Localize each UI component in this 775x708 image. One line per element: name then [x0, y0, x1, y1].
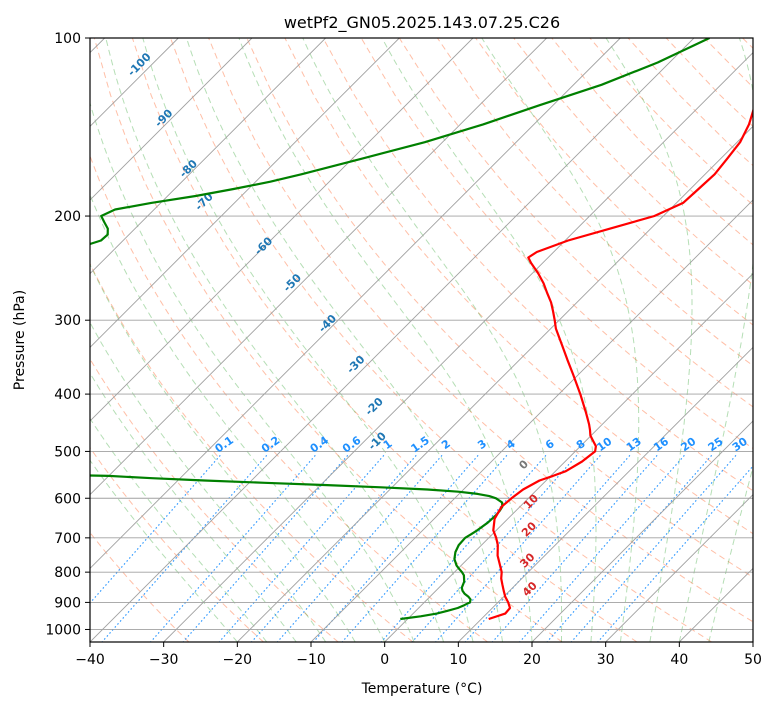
dry-adiabat-line	[284, 38, 753, 535]
isotherm-line	[90, 38, 621, 569]
x-tick-label: 0	[380, 652, 389, 668]
dry-adiabat-line	[208, 38, 753, 623]
isotherm-line	[384, 273, 753, 642]
moist-adiabat-line	[90, 459, 238, 642]
x-tick-label: 30	[597, 652, 615, 668]
dry-adiabat-line	[513, 38, 753, 286]
dry-adiabat-line	[90, 262, 414, 642]
dry-adiabat-line	[90, 358, 339, 642]
moist-adiabat-line	[238, 38, 533, 642]
y-tick-label: 200	[54, 209, 81, 225]
x-tick-label: −10	[296, 652, 326, 668]
moist-adiabat-line	[90, 193, 386, 642]
x-axis-title: Temperature (°C)	[361, 681, 483, 697]
isobars	[90, 38, 753, 630]
isotherm-line	[310, 199, 753, 642]
y-tick-label: 900	[54, 595, 81, 611]
x-tick-label: 50	[744, 652, 762, 668]
dry-adiabat-line	[90, 446, 264, 642]
x-tick-label: 40	[670, 652, 688, 668]
x-tick-label: −40	[75, 652, 105, 668]
moist-adiabat-line	[142, 38, 474, 642]
moist-adiabat-line	[186, 38, 503, 642]
isotherm-line	[163, 52, 753, 642]
isotherm-line	[90, 38, 695, 642]
y-tick-label: 1000	[45, 622, 81, 638]
isotherm-line	[531, 420, 753, 642]
isotherm-line	[90, 38, 474, 422]
dry-adiabat-line	[436, 38, 753, 367]
moist-adiabat-line	[90, 417, 268, 642]
moist-adiabat-line	[605, 38, 693, 642]
y-tick-label: 500	[54, 444, 81, 460]
dry-adiabat-line	[170, 38, 712, 642]
isotherm-line	[90, 38, 253, 201]
y-tick-label: 300	[54, 313, 81, 329]
moist-adiabat-line	[302, 38, 563, 642]
isotherm-line	[90, 38, 400, 348]
dry-adiabat-line	[246, 38, 753, 578]
moist-adiabat-line	[381, 38, 597, 642]
x-tick-label: 20	[523, 652, 541, 668]
moist-adiabat-line	[90, 372, 297, 642]
isotherms	[90, 38, 753, 642]
moist-adiabat-line	[481, 38, 640, 642]
y-tick-label: 100	[54, 31, 81, 47]
moist-adiabat-line	[90, 321, 327, 642]
x-tick-label: −30	[149, 652, 179, 668]
temperature-line	[488, 107, 753, 621]
dry-adiabats	[90, 38, 753, 642]
y-tick-label: 700	[54, 531, 81, 547]
y-axis-title: Pressure (hPa)	[12, 290, 28, 390]
isotherm-line	[90, 38, 326, 275]
dry-adiabat-line	[93, 38, 563, 642]
isotherm-line	[605, 494, 753, 642]
isotherm-line	[90, 38, 547, 496]
isotherm-line	[458, 346, 753, 642]
x-tick-label: −20	[223, 652, 253, 668]
y-tick-label: 800	[54, 565, 81, 581]
dry-adiabat-line	[322, 38, 753, 492]
x-tick-label: 10	[449, 652, 467, 668]
y-axis: 100 200 300 400 500 600 700 800 900 1000	[45, 31, 90, 638]
y-tick-label: 600	[54, 491, 81, 507]
moist-adiabat-line	[90, 263, 356, 642]
dewpoint-line	[90, 38, 710, 621]
moist-adiabat-line	[678, 38, 753, 642]
plot-frame	[89, 37, 754, 643]
y-tick-label: 400	[54, 387, 81, 403]
dry-adiabat-line	[475, 38, 753, 326]
plot-area: -100-90-80-70-60-50-40-30-20-10 01020304…	[90, 38, 753, 642]
chart-title: wetPf2_GN05.2025.143.07.25.C26	[284, 13, 560, 33]
dry-adiabat-line	[131, 38, 638, 642]
x-axis: −40 −30 −20 −10 0 10 20 30 40 50	[75, 642, 762, 668]
moist-adiabat-line	[708, 465, 753, 642]
